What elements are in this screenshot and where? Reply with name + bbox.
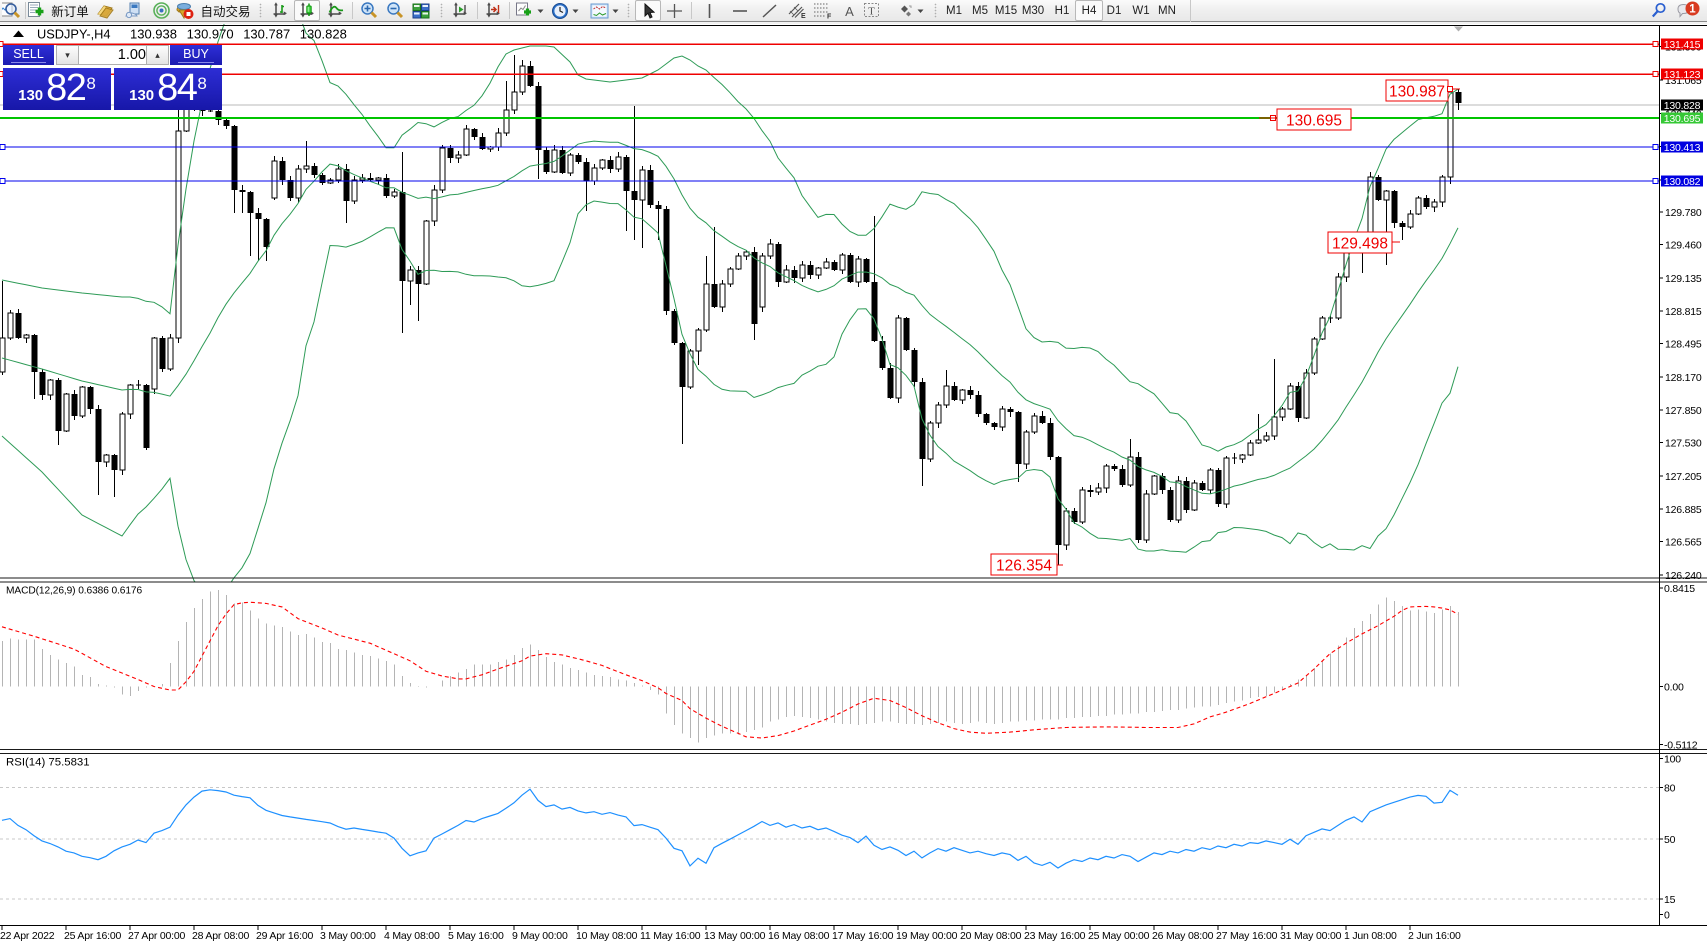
svg-text:130.695: 130.695 bbox=[1664, 113, 1701, 125]
svg-text:130.082: 130.082 bbox=[1664, 176, 1701, 188]
svg-text:-0.5112: -0.5112 bbox=[1664, 740, 1698, 752]
svg-text:5 May 16:00: 5 May 16:00 bbox=[448, 930, 504, 942]
svg-text:128.815: 128.815 bbox=[1665, 306, 1702, 318]
svg-text:128.170: 128.170 bbox=[1665, 372, 1702, 384]
svg-text:129.460: 129.460 bbox=[1665, 240, 1702, 252]
svg-text:17 May 16:00: 17 May 16:00 bbox=[832, 930, 894, 942]
svg-text:MACD(12,26,9) 0.6386 0.6176: MACD(12,26,9) 0.6386 0.6176 bbox=[6, 586, 142, 597]
svg-text:16 May 08:00: 16 May 08:00 bbox=[768, 930, 830, 942]
svg-text:0.8415: 0.8415 bbox=[1664, 583, 1695, 595]
svg-text:130.695: 130.695 bbox=[1286, 113, 1342, 130]
svg-text:129.780: 129.780 bbox=[1665, 207, 1702, 219]
svg-text:22 Apr 2022: 22 Apr 2022 bbox=[0, 930, 55, 942]
svg-text:20 May 08:00: 20 May 08:00 bbox=[960, 930, 1022, 942]
svg-text:E: E bbox=[801, 13, 806, 19]
svg-text:126.240: 126.240 bbox=[1665, 570, 1702, 582]
svg-text:25 Apr 16:00: 25 Apr 16:00 bbox=[64, 930, 122, 942]
svg-text:10 May 08:00: 10 May 08:00 bbox=[576, 930, 638, 942]
svg-text:27 Apr 00:00: 27 Apr 00:00 bbox=[128, 930, 186, 942]
svg-text:11 May 16:00: 11 May 16:00 bbox=[640, 930, 701, 942]
svg-text:USDJPY-,H4: USDJPY-,H4 bbox=[37, 27, 111, 42]
svg-text:RSI(14) 75.5831: RSI(14) 75.5831 bbox=[6, 757, 90, 769]
svg-text:127.205: 127.205 bbox=[1665, 471, 1702, 483]
svg-text:0.00: 0.00 bbox=[1664, 682, 1684, 694]
svg-text:131.123: 131.123 bbox=[1664, 69, 1701, 81]
svg-text:23 May 16:00: 23 May 16:00 bbox=[1024, 930, 1086, 942]
svg-text:1: 1 bbox=[1689, 4, 1696, 16]
svg-text:129.135: 129.135 bbox=[1665, 273, 1702, 285]
svg-text:130.828: 130.828 bbox=[1664, 100, 1701, 112]
svg-text:9 May 00:00: 9 May 00:00 bbox=[512, 930, 568, 942]
svg-text:126.885: 126.885 bbox=[1665, 504, 1702, 516]
svg-text:80: 80 bbox=[1664, 783, 1676, 795]
svg-text:128.495: 128.495 bbox=[1665, 339, 1702, 351]
svg-text:29 Apr 16:00: 29 Apr 16:00 bbox=[256, 930, 314, 942]
svg-text:13 May 00:00: 13 May 00:00 bbox=[704, 930, 766, 942]
svg-text:130.938 130.970 130.787 130.82: 130.938 130.970 130.787 130.828 bbox=[130, 27, 347, 42]
svg-text:131.415: 131.415 bbox=[1664, 39, 1701, 51]
svg-text:28 Apr 08:00: 28 Apr 08:00 bbox=[192, 930, 250, 942]
svg-text:100: 100 bbox=[1664, 754, 1681, 766]
svg-text:0: 0 bbox=[1664, 910, 1670, 922]
svg-text:1 Jun 08:00: 1 Jun 08:00 bbox=[1344, 930, 1397, 942]
svg-text:27 May 16:00: 27 May 16:00 bbox=[1216, 930, 1278, 942]
svg-text:4 May 08:00: 4 May 08:00 bbox=[384, 930, 440, 942]
svg-text:25 May 00:00: 25 May 00:00 bbox=[1088, 930, 1150, 942]
svg-text:19 May 00:00: 19 May 00:00 bbox=[896, 930, 958, 942]
svg-text:127.530: 127.530 bbox=[1665, 438, 1702, 450]
svg-text:T: T bbox=[868, 6, 875, 18]
svg-text:F: F bbox=[827, 14, 832, 20]
svg-text:A: A bbox=[845, 4, 854, 19]
svg-text:129.498: 129.498 bbox=[1332, 236, 1388, 253]
svg-text:127.850: 127.850 bbox=[1665, 405, 1702, 417]
svg-text:2 Jun 16:00: 2 Jun 16:00 bbox=[1408, 930, 1461, 942]
svg-text:126.354: 126.354 bbox=[996, 558, 1052, 575]
svg-text:15: 15 bbox=[1664, 894, 1676, 906]
svg-text:130.987: 130.987 bbox=[1389, 84, 1445, 101]
svg-text:50: 50 bbox=[1664, 834, 1676, 846]
svg-text:26 May 08:00: 26 May 08:00 bbox=[1152, 930, 1214, 942]
svg-text:130.413: 130.413 bbox=[1664, 142, 1701, 154]
svg-text:126.565: 126.565 bbox=[1665, 537, 1702, 549]
svg-text:31 May 00:00: 31 May 00:00 bbox=[1280, 930, 1342, 942]
svg-text:3 May 00:00: 3 May 00:00 bbox=[320, 930, 376, 942]
